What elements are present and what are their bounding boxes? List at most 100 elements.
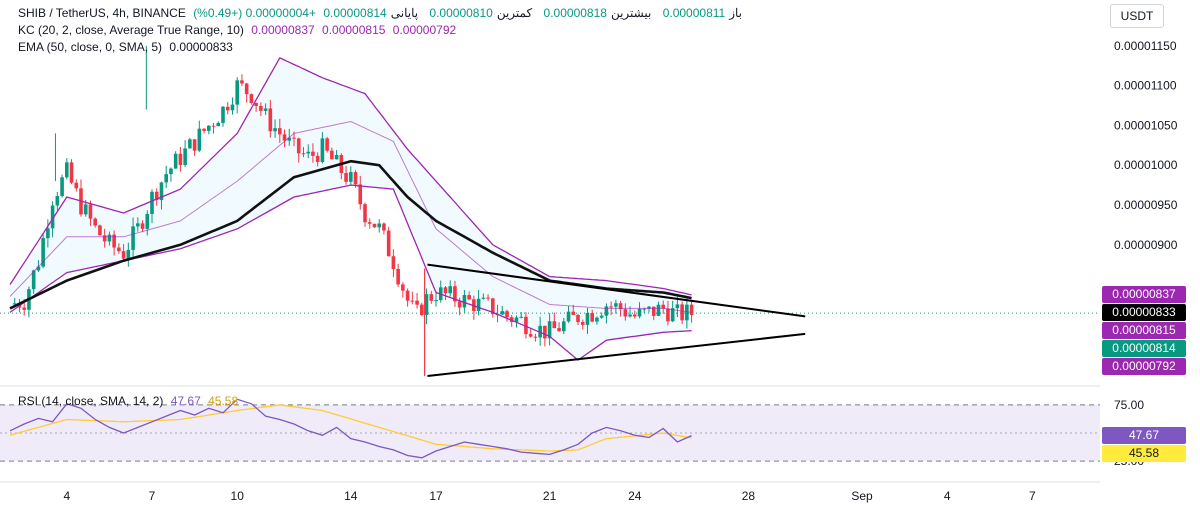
candle-body (590, 312, 594, 322)
ohlc-open: باز0.00000811 (663, 6, 746, 20)
price-tick-label: 0.00001100 (1114, 79, 1177, 93)
keltner-channel-fill (10, 57, 692, 361)
candle-body (207, 125, 211, 131)
price-axis: 0.00001150 0.00001100 0.00001050 0.00001000… (1114, 39, 1178, 371)
candle-body (410, 300, 415, 302)
candle-body (448, 286, 452, 294)
legend-rsi-row[interactable]: RSI (14, close, SMA, 14, 2) 47.67 45.58 (18, 394, 242, 409)
kc-middle-value: 0.00000815 (322, 23, 386, 37)
candle-body (533, 336, 538, 338)
candle-body (55, 196, 60, 206)
candle-body (301, 153, 306, 155)
candle-body (604, 306, 609, 316)
candle-body (367, 222, 372, 224)
candle-body (462, 295, 467, 308)
candle-body (500, 311, 505, 315)
kc-lower-value: 0.00000792 (392, 23, 457, 37)
axis-price-tag: 45.58 (1102, 445, 1186, 463)
candle-body (415, 300, 419, 305)
candle-body (178, 153, 183, 165)
candle-body (486, 297, 490, 299)
candle-body (278, 128, 282, 135)
ohlc-open-value: 0.00000811 (662, 6, 726, 20)
candle-body (311, 151, 315, 156)
candle-body (107, 234, 112, 242)
candle-body (358, 184, 363, 205)
ohlc-high-label: بیشترین (610, 6, 652, 20)
candle-body (509, 317, 514, 322)
candle-body (363, 204, 367, 223)
candle-body (372, 223, 377, 228)
candle-body (154, 191, 159, 201)
candle-body (197, 128, 202, 151)
candle-body (424, 294, 429, 315)
candle-body (580, 322, 585, 325)
candle-body (306, 151, 310, 154)
candle-body (230, 104, 235, 111)
candle-body (112, 234, 116, 248)
candle-body (22, 307, 26, 310)
candle-body (481, 297, 486, 299)
ohlc-low-label: کمترین (496, 6, 533, 20)
candle-body (519, 316, 523, 318)
candle-body (585, 312, 590, 325)
candle-body (46, 228, 50, 239)
candle-body (164, 174, 168, 183)
candle-body (453, 286, 457, 302)
axis-price-tag: 0.00000833 (1102, 304, 1186, 322)
candle-body (240, 80, 244, 84)
candle-body (434, 300, 438, 302)
candle-body (41, 238, 45, 267)
candle-body (429, 294, 434, 301)
legend-ema-row[interactable]: EMA (50, close, 0, SMA, 5) 0.00000833 (18, 40, 237, 55)
candle-body (547, 321, 552, 339)
candle-body (334, 154, 339, 160)
axis-price-tag: 0.00000815 (1102, 322, 1186, 340)
candle-body (637, 308, 642, 317)
candle-body (249, 94, 254, 103)
candle-body (202, 128, 206, 131)
candle-body (656, 304, 661, 316)
candle-body (145, 213, 150, 229)
ohlc-close-value: 0.00000814 (323, 6, 387, 20)
candle-body (36, 266, 41, 271)
candle-body (670, 308, 675, 322)
candle-body (93, 218, 97, 226)
candle-body (330, 150, 334, 160)
candle-body (476, 298, 481, 312)
candle-body (83, 204, 88, 215)
candle-body (98, 225, 102, 236)
candle-body (382, 223, 386, 231)
candle-body (121, 251, 126, 259)
candle-body (685, 304, 689, 321)
ema-label: EMA (50, close, 0, SMA, 5) (18, 40, 163, 54)
candle-body (391, 256, 396, 269)
time-tick-label: 21 (543, 489, 557, 503)
candle-body (349, 172, 353, 182)
price-tick-label: 0.00000950 (1114, 198, 1178, 212)
candle-body (325, 138, 329, 151)
candle-body (344, 173, 348, 182)
candle-body (524, 316, 528, 335)
candle-body (131, 226, 135, 250)
candle-body (65, 162, 69, 178)
ohlc-open-label: باز (729, 6, 742, 20)
candle-body (31, 270, 36, 290)
legend-kc-row[interactable]: KC (20, 2, close, Average True Range, 10… (18, 23, 460, 38)
candle-body (491, 298, 495, 315)
candle-body (420, 304, 424, 315)
candle-body (633, 314, 637, 317)
candle-body (259, 105, 263, 111)
price-tick-label: 0.00000900 (1114, 238, 1178, 252)
candle-body (680, 304, 684, 321)
candle-body (609, 306, 613, 308)
currency-button[interactable]: USDT (1110, 4, 1164, 28)
rsi-ma-value: 45.58 (208, 394, 239, 408)
ema-value: 0.00000833 (169, 40, 233, 54)
candle-body (159, 182, 164, 201)
candle-body (595, 317, 599, 322)
candle-body (405, 290, 410, 301)
kc-label: KC (20, 2, close, Average True Range, 10… (18, 23, 244, 37)
candle-body (377, 223, 381, 228)
